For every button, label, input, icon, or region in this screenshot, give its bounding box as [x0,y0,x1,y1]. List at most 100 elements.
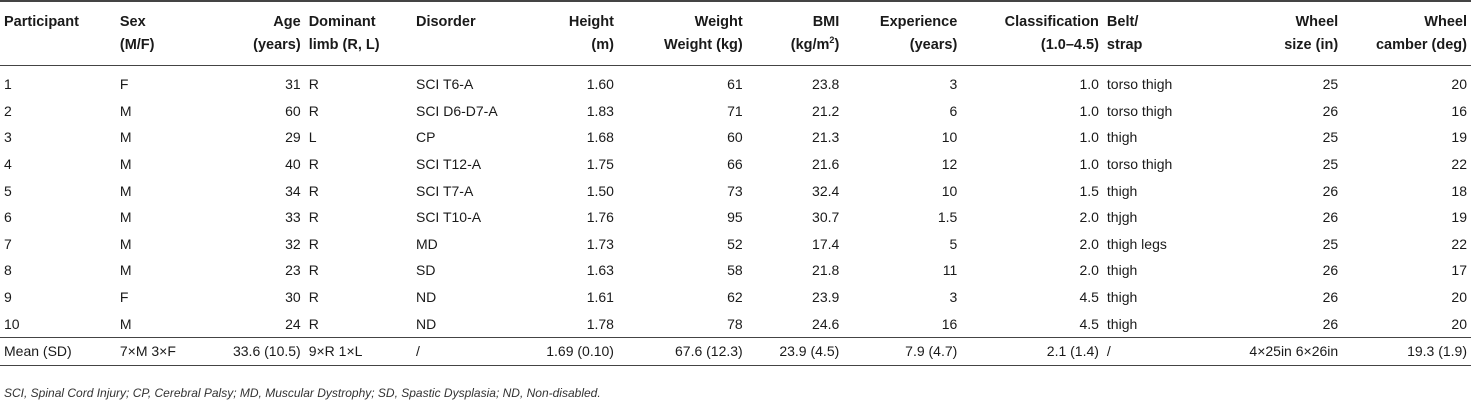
table-cell: SCI T12-A [415,156,482,173]
table-cell: thigh [1106,315,1138,332]
table-cell: 5 [949,235,958,252]
header-bmi: BMI (kg/m2) [790,14,840,53]
table-cell: R [308,156,319,173]
table-cell: thigh [1106,262,1138,279]
header-disorder: Disorder [415,14,476,30]
mean-cell: 2.1 (1.4) [1046,343,1099,360]
table-cell: SCI T6-A [415,76,474,93]
table-cell: 30 [285,289,301,306]
table-cell: ND [415,315,437,332]
table-cell: 26 [1322,315,1339,332]
table-cell: 40 [285,156,301,173]
table-row: 3 M 29 L CP 1.68 60 21.3 10 1.0 thigh 25 19 [0,124,1471,151]
table-cell: 4.5 [1079,289,1099,306]
table-cell: 10 [4,315,20,332]
table-cell: SCI D6-D7-A [415,102,498,119]
table-cell: 29 [285,129,301,146]
table-cell: 1.63 [586,262,614,279]
table-cell: 52 [727,235,743,252]
mean-cell: 67.6 (12.3) [675,343,743,360]
table-cell: 21.3 [812,129,840,146]
table-cell: F [119,289,129,306]
table-row: 1 F 31 R SCI T6-A 1.60 61 23.8 3 1.0 torso thigh 25… [0,66,1471,98]
table-cell: thjgh [1106,209,1138,226]
table-cell: 26 [1322,209,1339,226]
table-footnote: SCI, Spinal Cord Injury; CP, Cerebral Pa… [4,386,601,400]
table-cell: 9 [4,289,12,306]
table-cell: 26 [1322,262,1339,279]
table-cell: 5 [4,182,12,199]
table-cell: 23 [285,262,301,279]
table-row: 6 M 33 R SCI T10-A 1.76 95 30.7 1.5 2.0 thjgh 26 19 [0,204,1471,231]
table-cell: 1.5 [1079,182,1099,199]
table-cell: SCI T7-A [415,182,474,199]
table-cell: 23.9 [812,289,840,306]
table-row: 8 M 23 R SD 1.63 58 21.8 11 2.0 thigh 26 17 [0,257,1471,284]
table-cell: 1.50 [586,182,614,199]
mean-cell: 33.6 (10.5) [232,343,301,360]
table-cell: 31 [285,76,301,93]
table-cell: 19 [1451,209,1467,226]
mean-cell: / [415,343,420,360]
header-classification: Classification (1.0–4.5) [1004,14,1099,53]
table-cell: 4.5 [1079,315,1099,332]
table-cell: M [119,235,132,252]
table-cell: 19 [1451,129,1467,146]
table-cell: F [119,76,129,93]
table-cell: 20 [1451,315,1467,332]
table-cell: 34 [285,182,301,199]
mean-cell: 9×R 1×L [308,343,363,360]
table-cell: 16 [941,315,958,332]
table-cell: M [119,156,132,173]
table-cell: 78 [727,315,743,332]
table-cell: R [308,76,319,93]
table-cell: 20 [1451,289,1467,306]
table-cell: 73 [727,182,743,199]
table-cell: L [308,129,317,146]
table-cell: 10 [941,182,958,199]
table-cell: 17.4 [812,235,840,252]
mean-cell: / [1106,343,1111,360]
table-cell: 1.0 [1079,156,1099,173]
header-belt-strap: Belt/strap [1106,14,1143,53]
table-cell: R [308,102,319,119]
table-row: 2 M 60 R SCI D6-D7-A 1.83 71 21.2 6 1.0 torso thig… [0,98,1471,125]
table-cell: 24.6 [812,315,840,332]
table-cell: 23.8 [812,76,840,93]
table-cell: M [119,209,132,226]
table-cell: M [119,102,132,119]
table-cell: R [308,209,319,226]
table-cell: SD [415,262,436,279]
table-cell: 4 [4,156,12,173]
table-cell: 7 [4,235,12,252]
table-cell: 10 [941,129,958,146]
table-cell: 1.0 [1079,102,1099,119]
table-cell: SCI T10-A [415,209,482,226]
table-cell: 1.75 [586,156,614,173]
table-cell: 58 [727,262,743,279]
table-cell: 6 [4,209,12,226]
table-cell: 1.68 [586,129,614,146]
header-age: Age (years) [253,14,301,53]
mean-cell: Mean (SD) [4,343,72,360]
table-cell: 26 [1322,289,1339,306]
table-row: 5 M 34 R SCI T7-A 1.50 73 32.4 10 1.5 thigh 26 18 [0,177,1471,204]
mean-row: Mean (SD) 7×M 3×F 33.6 (10.5) 9×R 1×L / 1.69 … [0,337,1471,366]
table-cell: 30.7 [812,209,840,226]
table-cell: 21.2 [812,102,840,119]
table-cell: 33 [285,209,301,226]
table-cell: 60 [727,129,743,146]
table-cell: R [308,182,319,199]
table-cell: 2.0 [1079,262,1099,279]
table-cell: 1.73 [586,235,614,252]
table-cell: thigh [1106,182,1138,199]
table-cell: 32 [285,235,301,252]
table-cell: ND [415,289,437,306]
table-cell: 71 [727,102,743,119]
table-cell: 12 [941,156,958,173]
table-cell: 17 [1451,262,1467,279]
table-cell: thigh [1106,129,1138,146]
table-body: 1 F 31 R SCI T6-A 1.60 61 23.8 3 1.0 torso thigh 25… [0,66,1471,366]
header-experience: Experience (years) [879,14,958,53]
table-cell: 26 [1322,182,1339,199]
